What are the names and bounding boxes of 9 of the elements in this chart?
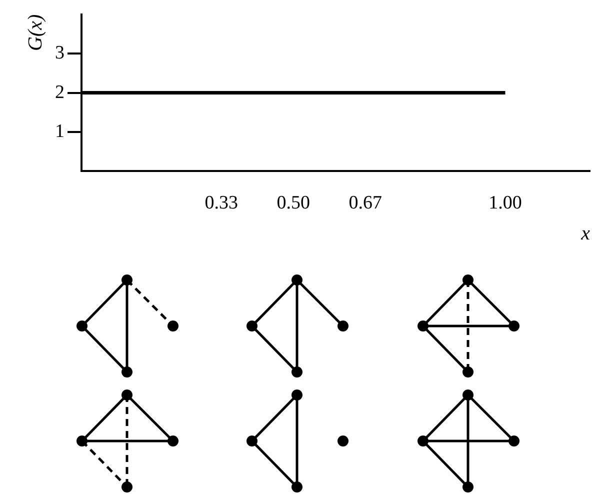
x-tick-label: 1.00 (488, 192, 522, 214)
y-tick-label: 3 (55, 42, 64, 64)
y-axis-title: G(x) (24, 14, 46, 52)
x-tick-label: 0.33 (204, 192, 238, 214)
x-axis-title: x (580, 222, 590, 244)
x-tick-label: 0.50 (276, 192, 310, 214)
x-tick-label: 0.67 (348, 192, 382, 214)
y-tick-label: 2 (55, 82, 64, 103)
y-tick-label: 1 (55, 120, 64, 142)
